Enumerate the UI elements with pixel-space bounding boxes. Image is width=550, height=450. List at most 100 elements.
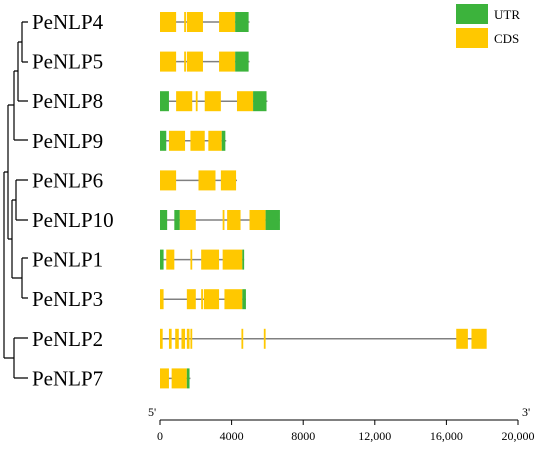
- cds-block: [219, 51, 236, 72]
- cds-block: [198, 170, 216, 191]
- cds-block: [203, 289, 220, 310]
- cds-block: [186, 328, 190, 349]
- utr-block: [235, 51, 249, 72]
- utr-block: [160, 130, 167, 151]
- tree-branch-root: [3, 171, 14, 359]
- utr-block: [235, 12, 249, 32]
- legend: UTR CDS: [456, 4, 520, 48]
- cds-block: [190, 249, 193, 270]
- utr-block: [160, 210, 168, 230]
- gene-row-penlp6: PeNLP6: [32, 168, 237, 192]
- tree-branch-penlp6: [15, 179, 28, 221]
- gene-label-penlp9: PeNLP9: [32, 129, 103, 153]
- cds-block: [224, 289, 243, 310]
- utr-block: [174, 210, 180, 230]
- cds-block: [471, 328, 487, 349]
- axis-tick-label: 8000: [291, 429, 315, 443]
- gene-row-penlp1: PeNLP1: [32, 248, 245, 272]
- legend-utr-swatch: [456, 4, 488, 24]
- cds-block: [249, 210, 266, 230]
- cds-block: [241, 328, 244, 349]
- tree-branch-penlp1: [21, 257, 28, 299]
- cds-block: [208, 130, 222, 151]
- axis-tick-label: 20,000: [502, 429, 535, 443]
- gene-label-penlp7: PeNLP7: [32, 366, 103, 390]
- phylogenetic-tree: [3, 21, 28, 379]
- gene-label-penlp6: PeNLP6: [32, 168, 103, 192]
- cds-block: [160, 12, 177, 32]
- gene-row-penlp8: PeNLP8: [32, 89, 268, 113]
- gene-row-penlp7: PeNLP7: [32, 366, 191, 390]
- cds-block: [190, 328, 193, 349]
- gene-row-penlp5: PeNLP5: [32, 50, 250, 74]
- tree-branch-mid: [11, 199, 22, 279]
- tree-branch-upper: [7, 104, 14, 240]
- cds-block: [186, 289, 196, 310]
- cds-block: [176, 91, 193, 112]
- cds-block: [263, 328, 266, 349]
- axis-end-label: 3': [522, 405, 530, 419]
- cds-block: [220, 170, 237, 191]
- cds-block: [175, 328, 179, 349]
- gene-label-penlp10: PeNLP10: [32, 208, 114, 232]
- cds-block: [179, 210, 196, 230]
- cds-block: [456, 328, 468, 349]
- gene-label-penlp2: PeNLP2: [32, 327, 103, 351]
- cds-block: [160, 328, 163, 349]
- cds-block: [166, 249, 175, 270]
- axis-tick-label: 12,000: [358, 429, 391, 443]
- scale-axis: 5' 3' 0 4000 8000 12,000 16,000 20,000: [148, 405, 535, 443]
- tree-branch-penlp9: [13, 70, 28, 141]
- cds-block: [201, 249, 220, 270]
- gene-label-penlp4: PeNLP4: [32, 10, 104, 34]
- cds-block: [190, 130, 205, 151]
- legend-cds-label: CDS: [494, 31, 519, 46]
- utr-block: [242, 249, 245, 270]
- cds-block: [168, 328, 172, 349]
- cds-block: [181, 328, 186, 349]
- tree-branch-penlp2: [13, 337, 28, 379]
- utr-block: [186, 368, 190, 389]
- tree-branch-penlp8: [17, 41, 28, 102]
- cds-block: [222, 249, 243, 270]
- cds-block: [201, 289, 203, 310]
- axis-tick-label: 0: [157, 429, 163, 443]
- utr-block: [265, 210, 280, 230]
- utr-block: [160, 91, 169, 112]
- cds-block: [222, 210, 225, 230]
- gene-label-penlp1: PeNLP1: [32, 248, 103, 272]
- cds-block: [184, 12, 186, 32]
- gene-row-penlp10: PeNLP10: [32, 208, 280, 232]
- cds-block: [186, 12, 203, 32]
- axis-ticks: 0 4000 8000 12,000 16,000 20,000: [157, 420, 535, 443]
- cds-block: [171, 368, 187, 389]
- cds-block: [227, 210, 241, 230]
- cds-block: [204, 91, 221, 112]
- gene-row-penlp3: PeNLP3: [32, 287, 246, 311]
- gene-label-penlp3: PeNLP3: [32, 287, 103, 311]
- gene-label-penlp5: PeNLP5: [32, 50, 103, 74]
- cds-block: [160, 170, 177, 191]
- utr-block: [160, 249, 164, 270]
- legend-cds-swatch: [456, 28, 488, 48]
- cds-block: [236, 91, 254, 112]
- legend-utr-label: UTR: [494, 7, 520, 22]
- cds-block: [184, 51, 186, 72]
- gene-row-penlp9: PeNLP9: [32, 129, 227, 153]
- utr-block: [242, 289, 246, 310]
- utr-block: [253, 91, 267, 112]
- cds-block: [160, 289, 164, 310]
- cds-block: [168, 130, 186, 151]
- axis-tick-label: 4000: [220, 429, 244, 443]
- gene-label-penlp8: PeNLP8: [32, 89, 103, 113]
- cds-block: [195, 91, 198, 112]
- cds-block: [186, 51, 203, 72]
- cds-block: [160, 368, 169, 389]
- axis-start-label: 5': [148, 405, 156, 419]
- gene-rows: PeNLP4 PeNLP5 PeNLP8 PeNLP9 PeNLP6 PeNLP10 PeN…: [32, 10, 487, 390]
- gene-row-penlp4: PeNLP4: [32, 10, 250, 34]
- tree-branch-penlp4: [21, 21, 28, 63]
- gene-row-penlp2: PeNLP2: [32, 327, 487, 351]
- utr-block: [221, 130, 226, 151]
